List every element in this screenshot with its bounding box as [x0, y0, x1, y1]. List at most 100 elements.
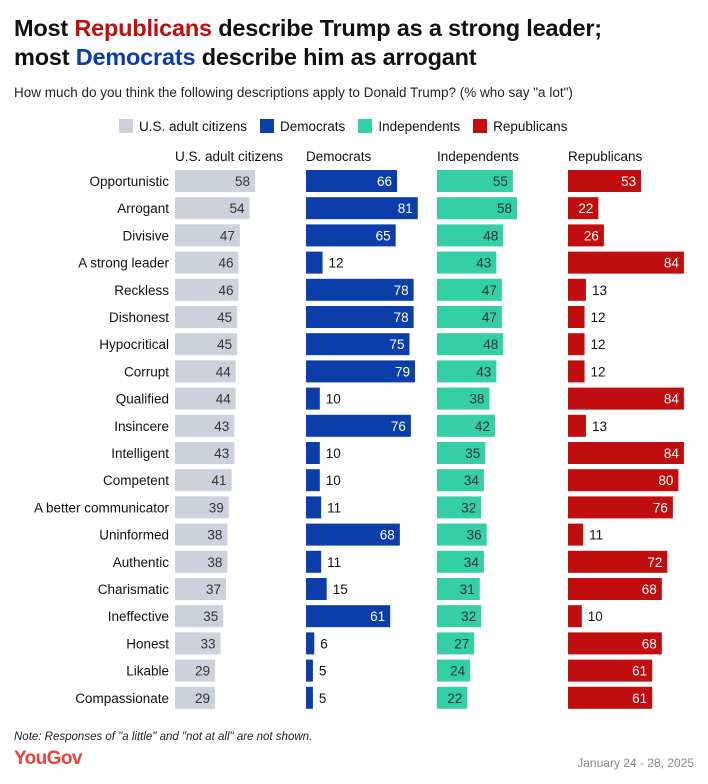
category-label: Uninformed: [99, 528, 169, 543]
category-label: Opportunistic: [89, 174, 169, 189]
bar-independents: [437, 414, 495, 437]
bar-democrats: [306, 278, 414, 301]
bar-republicans: [568, 170, 642, 192]
data-label-democrats: 12: [329, 256, 344, 271]
data-label-democrats: 61: [370, 609, 385, 624]
data-label-independents: 43: [476, 364, 491, 379]
chart-note: Note: Responses of "a little" and "not a…: [14, 731, 313, 743]
category-label: Qualified: [116, 392, 169, 407]
legend-item-u-s-adult-citizens: U.S. adult citizens: [119, 119, 247, 134]
bar-u-s-adult-citizens: [175, 523, 228, 546]
bar-democrats: [306, 306, 414, 328]
data-label-democrats: 68: [380, 528, 395, 543]
bar-independents: [437, 170, 513, 192]
data-label-republicans: 61: [632, 664, 647, 679]
bar-democrats: [306, 360, 416, 383]
bar-republicans: [568, 414, 586, 437]
bar-republicans: [568, 469, 679, 492]
bar-republicans: [568, 496, 673, 519]
bar-independents: [437, 632, 475, 655]
data-label-democrats: 78: [394, 283, 409, 298]
data-label-u-s-adult-citizens: 41: [212, 473, 227, 488]
bar-republicans: [568, 360, 585, 383]
legend-swatch-democrats: [260, 119, 275, 133]
data-label-u-s-adult-citizens: 44: [216, 392, 232, 407]
legend-label-democrats: Democrats: [280, 118, 346, 134]
chart-title: Most Republicans describe Trump as a str…: [14, 14, 694, 72]
bar-u-s-adult-citizens: [175, 469, 232, 492]
data-label-republicans: 68: [642, 636, 657, 651]
data-label-independents: 32: [461, 500, 476, 515]
bar-democrats: [306, 659, 313, 682]
data-label-republicans: 22: [578, 201, 593, 216]
yougov-logo: YouGov: [14, 748, 82, 769]
data-label-democrats: 11: [327, 555, 341, 570]
data-label-republicans: 53: [621, 174, 636, 189]
data-label-u-s-adult-citizens: 38: [207, 555, 222, 570]
title-line-1: Most Republicans describe Trump as a str…: [14, 14, 694, 43]
data-label-independents: 36: [467, 528, 482, 543]
bar-democrats: [306, 170, 398, 192]
bar-democrats: [306, 469, 320, 492]
data-label-independents: 22: [447, 691, 462, 706]
bar-democrats: [306, 414, 411, 437]
bar-republicans: [568, 686, 653, 709]
bar-independents: [437, 686, 468, 709]
bar-independents: [437, 333, 504, 356]
bar-independents: [437, 224, 504, 247]
data-label-u-s-adult-citizens: 46: [218, 283, 233, 298]
data-label-independents: 55: [493, 174, 508, 189]
category-label: Compassionate: [75, 691, 169, 706]
bar-democrats: [306, 442, 320, 464]
category-label: Authentic: [113, 555, 170, 570]
data-label-independents: 58: [497, 201, 512, 216]
data-label-republicans: 11: [589, 528, 603, 543]
data-label-independents: 47: [482, 283, 497, 298]
data-label-democrats: 11: [327, 500, 341, 515]
category-label: Corrupt: [124, 364, 169, 379]
bar-u-s-adult-citizens: [175, 414, 235, 437]
bar-republicans: [568, 224, 604, 247]
data-label-u-s-adult-citizens: 45: [217, 310, 232, 325]
category-label: Insincere: [114, 419, 169, 434]
category-label: Honest: [126, 636, 169, 651]
data-label-republicans: 76: [653, 500, 668, 515]
legend-label-independents: Independents: [378, 118, 461, 134]
bar-u-s-adult-citizens: [175, 224, 240, 247]
data-label-u-s-adult-citizens: 44: [216, 364, 232, 379]
data-label-independents: 24: [450, 664, 466, 679]
data-label-u-s-adult-citizens: 29: [195, 691, 210, 706]
category-label: Divisive: [122, 228, 169, 243]
bar-republicans: [568, 605, 582, 628]
data-label-republicans: 84: [664, 392, 680, 407]
bar-u-s-adult-citizens: [175, 333, 238, 356]
data-label-independents: 43: [476, 256, 491, 271]
data-label-democrats: 81: [398, 201, 413, 216]
data-label-democrats: 66: [377, 174, 392, 189]
bar-independents: [437, 659, 471, 682]
bar-u-s-adult-citizens: [175, 387, 236, 410]
category-label: Ineffective: [108, 609, 169, 624]
data-label-u-s-adult-citizens: 45: [217, 337, 232, 352]
category-label: Reckless: [114, 283, 169, 298]
data-label-democrats: 79: [395, 364, 410, 379]
title-line1-post: describe Trump as a strong leader;: [211, 15, 602, 41]
data-label-republicans: 26: [584, 228, 599, 243]
data-label-republicans: 10: [588, 609, 603, 624]
title-highlight-democrats: Democrats: [75, 44, 196, 70]
bar-independents: [437, 387, 490, 410]
bar-u-s-adult-citizens: [175, 251, 239, 274]
data-label-u-s-adult-citizens: 43: [214, 419, 229, 434]
bar-republicans: [568, 632, 662, 655]
bar-republicans: [568, 197, 599, 220]
data-label-democrats: 10: [326, 473, 341, 488]
category-label: Arrogant: [117, 201, 169, 216]
data-label-democrats: 75: [389, 337, 404, 352]
category-label: Competent: [103, 473, 169, 488]
data-label-u-s-adult-citizens: 54: [229, 201, 245, 216]
data-label-independents: 34: [464, 555, 480, 570]
data-label-independents: 42: [475, 419, 490, 434]
bar-republicans: [568, 523, 584, 546]
chart-plot: U.S. adult citizens Democrats Independents…: [34, 149, 684, 709]
data-label-democrats: 5: [319, 664, 327, 679]
